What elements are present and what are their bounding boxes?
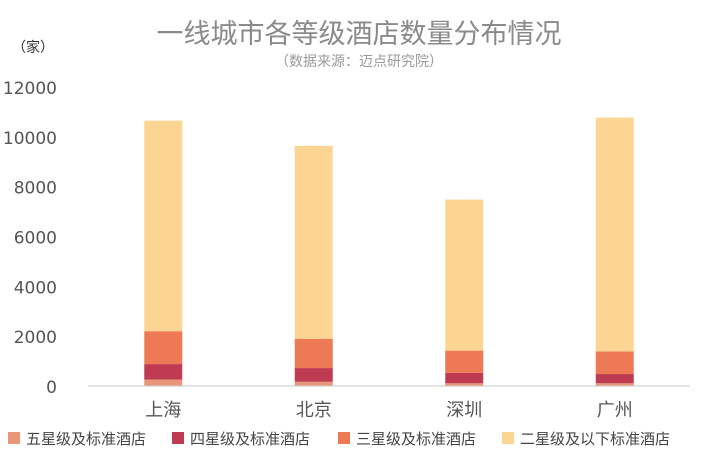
bar-segment	[445, 372, 484, 384]
x-tick-label: 北京	[296, 400, 332, 421]
y-tick-label: 8000	[14, 179, 57, 199]
legend-label: 三星级及标准酒店	[356, 430, 476, 448]
legend-swatch	[172, 432, 184, 444]
y-tick-label: 6000	[14, 229, 57, 249]
y-axis-unit-label: （家）	[12, 39, 54, 56]
legend-swatch	[338, 432, 350, 444]
chart-title: 一线城市各等级酒店数量分布情况	[157, 19, 562, 50]
legend-label: 二星级及以下标准酒店	[520, 430, 670, 448]
x-tick-label: 广州	[597, 400, 633, 421]
bar-segment	[144, 331, 183, 365]
bar-segment	[294, 368, 333, 382]
bar-segment	[294, 145, 333, 339]
y-tick-label: 12000	[3, 79, 57, 99]
bar-segment	[445, 199, 484, 351]
bar-segment	[595, 374, 634, 384]
bar-segment	[595, 383, 634, 386]
y-tick-label: 10000	[3, 129, 57, 149]
legend-swatch	[8, 432, 20, 444]
legend-label: 四星级及标准酒店	[190, 430, 310, 448]
bar-segment	[144, 120, 183, 332]
bar-segment	[294, 381, 333, 386]
legend-label: 五星级及标准酒店	[26, 430, 146, 448]
y-tick-label: 2000	[14, 328, 57, 348]
chart-subtitle: （数据来源：迈点研究院）	[275, 54, 443, 70]
bar-segment	[294, 338, 333, 369]
bar-segment	[595, 351, 634, 375]
bar-segment	[445, 383, 484, 386]
y-tick-label: 4000	[14, 278, 57, 298]
bar-segment	[144, 364, 183, 380]
y-tick-label: 0	[46, 378, 57, 398]
bar-segment	[445, 350, 484, 373]
bar-segment	[595, 117, 634, 352]
bar-segment	[144, 379, 183, 386]
legend-swatch	[502, 432, 514, 444]
x-tick-label: 深圳	[446, 400, 482, 421]
x-tick-label: 上海	[145, 400, 181, 421]
